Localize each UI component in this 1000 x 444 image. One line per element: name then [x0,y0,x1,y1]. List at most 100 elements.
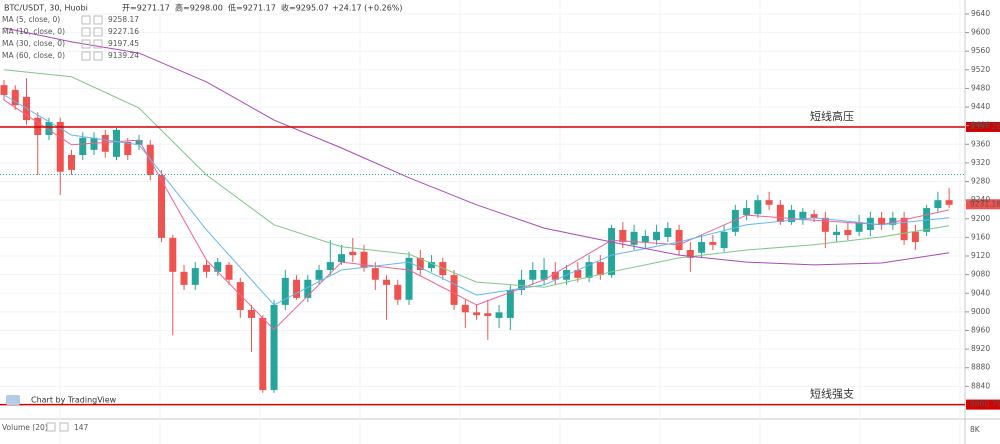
ma-legend-value: 9227.16 [108,27,139,36]
level-name: 短线强支 [810,387,854,401]
y-tick-label: 9360 [971,139,990,148]
y-tick-label: 8960 [971,325,990,334]
candle-body [383,279,391,285]
ma-legend-value: 9139.24 [108,51,139,60]
candle-body [45,121,53,135]
candle-body [191,268,199,285]
ohlc-change: +24.17 (+0.26%) [332,4,403,13]
icon [59,422,69,432]
candle-body [428,262,436,269]
icon [93,39,103,49]
price-label: 9231.18 [970,199,1000,208]
candle-body [293,279,301,298]
ohlc-low: 低=9271.17 [228,3,276,13]
candle-body [574,269,582,278]
candle-body [608,228,616,276]
candle-body [169,237,177,272]
candle-body [315,269,323,280]
grid [0,0,965,444]
ma-line [3,94,950,306]
icon [93,51,103,61]
y-tick-label: 9640 [971,9,990,18]
candle-body [450,275,458,305]
candle-body [776,204,784,223]
ma-legend-value: 9258.17 [108,15,139,24]
y-tick-label: 9480 [971,83,990,92]
candle-body [124,141,132,156]
level-label: 9397.26 [970,122,1000,131]
candle-body [855,222,863,232]
y-tick-label: 8920 [971,344,990,353]
candle-body [934,200,942,209]
candle-body [799,211,807,221]
icon [93,15,103,25]
candle-body [878,217,886,225]
candle-body [405,257,413,300]
candle-body [754,200,762,215]
candle-body [653,231,661,241]
y-tick-label: 9240 [971,195,990,204]
candle-body [641,235,649,243]
candle-body [945,200,953,205]
candle-body [765,200,773,205]
icon [81,39,91,49]
candle-body [619,229,627,243]
candle-body [585,262,593,278]
ma-legend-name: MA (60, close, 0) [2,51,65,60]
ma-line [3,27,950,266]
y-tick-label: 9280 [971,177,990,186]
candle-body [788,209,796,223]
candle-body [214,262,222,272]
level-label-bg [966,121,1000,132]
candle-body [686,249,694,258]
candle-body [506,289,514,318]
candle-body [158,175,166,238]
candle-body [270,304,278,391]
candle-body [709,242,717,245]
candle-body [473,312,481,316]
attribution: Chart by TradingView [31,396,117,405]
candle-body [259,317,267,391]
ohlc-open: 开=9271.17 [122,4,170,13]
candle-body [675,229,683,250]
candle-body [371,268,379,280]
candle-body [664,228,672,237]
symbol: BTC/USDT, 30, Huobi [4,4,88,13]
candle-body [281,277,289,305]
candle-body [203,264,211,272]
candle-body [484,313,492,317]
candle-body [225,264,233,280]
y-tick-label: 9600 [971,28,990,37]
logo [6,395,20,405]
volume-value: 147 [74,423,89,432]
candle-body [338,254,346,263]
candle-body [743,208,751,216]
candle-body [911,231,919,243]
candle-body [360,251,368,269]
candle-body [551,271,559,280]
volume-axis-label: 8K [970,425,981,434]
candle-body [236,282,244,311]
ma-legend-value: 9197.45 [108,39,139,48]
candle-body [68,155,76,170]
y-tick-label: 9560 [971,46,990,55]
plot [0,27,953,393]
candle-body [416,257,424,270]
candle-body [596,262,604,276]
candle-body [90,137,98,150]
candle-body [529,269,537,280]
candle-body [461,304,469,313]
candle-body [0,85,8,95]
candle-body [11,89,19,106]
ma-legend-name: MA (30, close, 0) [2,39,65,48]
candle-body [518,279,526,290]
candle-body [326,262,334,270]
icon [81,15,91,25]
y-tick-label: 8840 [971,381,990,390]
ma-legend-name: MA (5, close, 0) [2,15,60,24]
price-label-bg [966,199,1000,210]
y-tick-label: 9000 [971,307,990,316]
y-tick-label: 9440 [971,102,990,111]
candle-body [900,217,908,241]
